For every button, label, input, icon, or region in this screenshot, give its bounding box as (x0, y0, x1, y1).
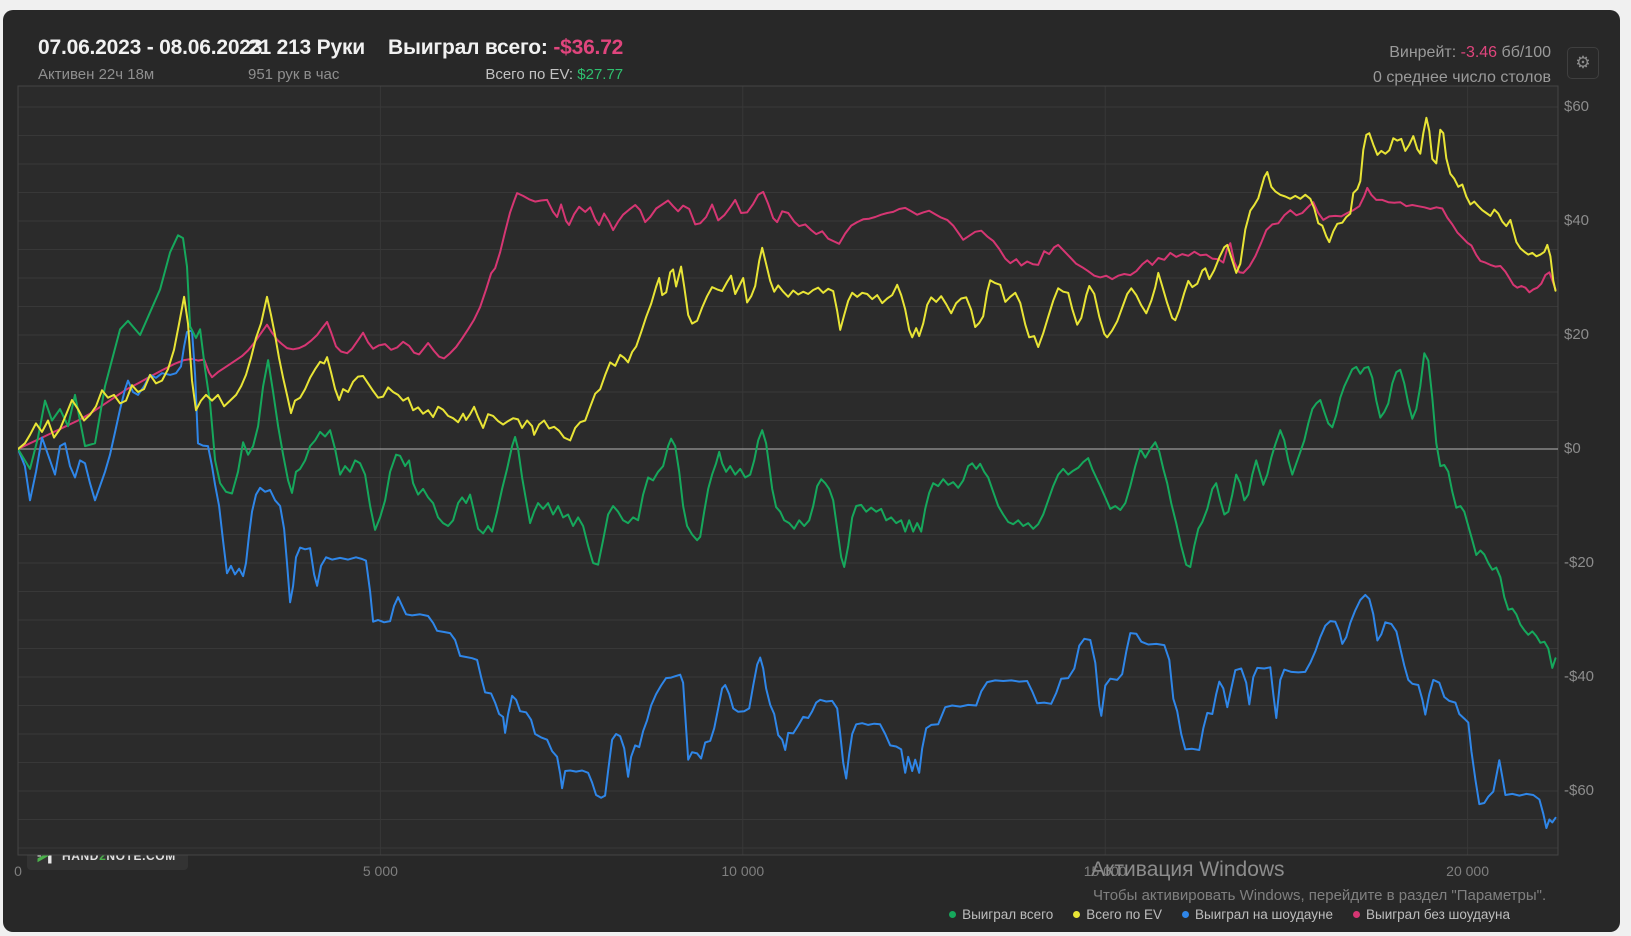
legend-item-non-showdown[interactable]: Выиграл без шоудауна (1353, 907, 1510, 922)
ev-line: Всего по EV: $27.77 (388, 66, 623, 84)
date-range-block: 07.06.2023 - 08.06.2023 Активен 22ч 18м (38, 36, 262, 84)
hands-block: 21 213 Руки 951 рук в час (248, 36, 365, 84)
winrate-label: Винрейт: (1389, 44, 1457, 61)
legend-label: Выиграл на шоудауне (1195, 907, 1333, 922)
hands-count: 21 213 Руки (248, 36, 365, 59)
header: 07.06.2023 - 08.06.2023 Активен 22ч 18м … (3, 20, 1620, 96)
won-total-value: -$36.72 (553, 36, 624, 59)
hands-per-hour: 951 рук в час (248, 66, 340, 83)
legend-item-won-total[interactable]: Выиграл всего (949, 907, 1053, 922)
x-axis-tick: 5 000 (362, 863, 398, 879)
windows-activation-title: Активация Windows (1091, 858, 1285, 881)
gear-icon: ⚙ (1575, 53, 1591, 72)
winrate-unit: бб/100 (1501, 44, 1551, 61)
legend-dot-green (949, 911, 957, 918)
legend-dot-pink (1353, 911, 1360, 918)
x-axis-tick: 20 000 (1446, 863, 1490, 879)
x-axis-tick: 15 000 (1083, 863, 1127, 879)
ev-label: Всего по EV: (485, 66, 574, 83)
legend-item-showdown[interactable]: Выиграл на шоудауне (1182, 907, 1333, 922)
y-axis-tick: -$40 (1564, 668, 1595, 685)
settings-button[interactable]: ⚙ (1567, 47, 1599, 79)
active-time: Активен 22ч 18м (38, 66, 155, 83)
windows-activation-subtitle: Чтобы активировать Windows, перейдите в … (1093, 887, 1547, 904)
ev-value: $27.77 (577, 66, 624, 83)
legend-dot-blue (1182, 911, 1190, 918)
y-axis-tick: $40 (1564, 212, 1590, 229)
avg-tables: 0 среднее число столов (1373, 69, 1551, 86)
date-range: 07.06.2023 - 08.06.2023 (38, 36, 263, 59)
x-axis-tick: 10 000 (721, 863, 765, 879)
won-total-line: Выиграл всего: -$36.72 (388, 36, 623, 60)
y-axis-tick: $60 (1564, 98, 1590, 115)
legend-label: Всего по EV (1086, 907, 1163, 922)
legend-dot-yellow (1073, 911, 1081, 918)
won-total-label: Выиграл всего: (388, 36, 548, 59)
legend-label: Выиграл всего (962, 907, 1054, 922)
y-axis-tick: -$60 (1564, 782, 1595, 799)
y-axis-tick: -$20 (1564, 554, 1595, 571)
winrate-line: Винрейт: -3.46 бб/100 (1373, 40, 1551, 65)
chart-legend: Выиграл всего Всего по EV Выиграл на шоу… (949, 907, 1510, 922)
winrate-value: -3.46 (1460, 44, 1498, 61)
x-axis-tick: 0 (14, 863, 22, 879)
y-axis-tick: $20 (1564, 326, 1590, 343)
legend-label: Выиграл без шоудауна (1366, 907, 1510, 922)
won-total-block: Выиграл всего: -$36.72 Всего по EV: $27.… (388, 36, 623, 84)
winrate-block: Винрейт: -3.46 бб/100 0 среднее число ст… (1373, 40, 1551, 90)
y-axis-tick: $0 (1564, 440, 1581, 457)
legend-item-ev[interactable]: Всего по EV (1073, 907, 1162, 922)
